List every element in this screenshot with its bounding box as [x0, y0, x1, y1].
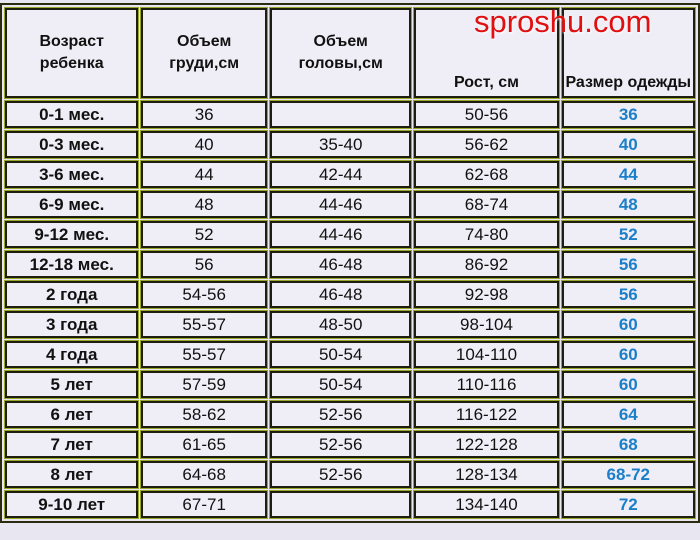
cell-age: 9-12 мес. — [3, 220, 140, 249]
cell-size: 56 — [560, 280, 697, 309]
cell-chest: 55-57 — [140, 310, 268, 339]
cell-height: 116-122 — [413, 400, 560, 429]
cell-size: 60 — [560, 340, 697, 369]
cell-height: 104-110 — [413, 340, 560, 369]
table-row: 8 лет 64-68 52-56 128-134 68-72 — [3, 460, 697, 489]
cell-age: 0-1 мес. — [3, 100, 140, 129]
cell-chest: 55-57 — [140, 340, 268, 369]
cell-chest: 44 — [140, 160, 268, 189]
header-row: Возраст ребенка Объем груди,см Объем голов… — [3, 7, 697, 99]
table-row: 12-18 мес. 56 46-48 86-92 56 — [3, 250, 697, 279]
cell-height: 86-92 — [413, 250, 560, 279]
cell-age: 0-3 мес. — [3, 130, 140, 159]
header-age: Возраст ребенка — [3, 7, 140, 99]
table-row: 9-10 лет 67-71 134-140 72 — [3, 490, 697, 519]
header-head: Объем головы,см — [268, 7, 413, 99]
size-table: Возраст ребенка Объем груди,см Объем голов… — [0, 3, 700, 523]
cell-size: 60 — [560, 370, 697, 399]
cell-head: 44-46 — [268, 220, 413, 249]
cell-size: 60 — [560, 310, 697, 339]
cell-height: 74-80 — [413, 220, 560, 249]
cell-height: 62-68 — [413, 160, 560, 189]
cell-age: 3-6 мес. — [3, 160, 140, 189]
table-row: 7 лет 61-65 52-56 122-128 68 — [3, 430, 697, 459]
cell-head: 35-40 — [268, 130, 413, 159]
cell-head: 52-56 — [268, 430, 413, 459]
header-chest: Объем груди,см — [140, 7, 268, 99]
cell-size: 72 — [560, 490, 697, 519]
cell-age: 9-10 лет — [3, 490, 140, 519]
cell-head: 50-54 — [268, 370, 413, 399]
cell-head: 52-56 — [268, 460, 413, 489]
cell-age: 6 лет — [3, 400, 140, 429]
table-row: 0-3 мес. 40 35-40 56-62 40 — [3, 130, 697, 159]
table-row: 2 года 54-56 46-48 92-98 56 — [3, 280, 697, 309]
cell-age: 2 года — [3, 280, 140, 309]
cell-chest: 36 — [140, 100, 268, 129]
cell-head: 44-46 — [268, 190, 413, 219]
table-row: 6-9 мес. 48 44-46 68-74 48 — [3, 190, 697, 219]
watermark: sproshu.com — [474, 4, 652, 39]
cell-size: 56 — [560, 250, 697, 279]
cell-chest: 48 — [140, 190, 268, 219]
cell-chest: 56 — [140, 250, 268, 279]
cell-size: 52 — [560, 220, 697, 249]
cell-age: 8 лет — [3, 460, 140, 489]
header-size: Размер одежды — [560, 7, 697, 99]
cell-age: 7 лет — [3, 430, 140, 459]
cell-height: 122-128 — [413, 430, 560, 459]
cell-size: 68 — [560, 430, 697, 459]
cell-age: 12-18 мес. — [3, 250, 140, 279]
cell-age: 3 года — [3, 310, 140, 339]
table-row: 4 года 55-57 50-54 104-110 60 — [3, 340, 697, 369]
table-row: 3-6 мес. 44 42-44 62-68 44 — [3, 160, 697, 189]
table-row: 9-12 мес. 52 44-46 74-80 52 — [3, 220, 697, 249]
cell-size: 64 — [560, 400, 697, 429]
cell-age: 5 лет — [3, 370, 140, 399]
cell-size: 68-72 — [560, 460, 697, 489]
cell-size: 48 — [560, 190, 697, 219]
cell-head: 42-44 — [268, 160, 413, 189]
cell-age: 6-9 мес. — [3, 190, 140, 219]
cell-head: 46-48 — [268, 250, 413, 279]
cell-chest: 61-65 — [140, 430, 268, 459]
table-row: 0-1 мес. 36 50-56 36 — [3, 100, 697, 129]
cell-head — [268, 490, 413, 519]
cell-size: 44 — [560, 160, 697, 189]
cell-chest: 64-68 — [140, 460, 268, 489]
cell-head — [268, 100, 413, 129]
cell-size: 36 — [560, 100, 697, 129]
cell-height: 110-116 — [413, 370, 560, 399]
table-row: 5 лет 57-59 50-54 110-116 60 — [3, 370, 697, 399]
cell-head: 46-48 — [268, 280, 413, 309]
table-row: 6 лет 58-62 52-56 116-122 64 — [3, 400, 697, 429]
table-row: 3 года 55-57 48-50 98-104 60 — [3, 310, 697, 339]
cell-chest: 40 — [140, 130, 268, 159]
cell-chest: 54-56 — [140, 280, 268, 309]
cell-chest: 58-62 — [140, 400, 268, 429]
cell-height: 134-140 — [413, 490, 560, 519]
cell-height: 92-98 — [413, 280, 560, 309]
cell-head: 48-50 — [268, 310, 413, 339]
cell-chest: 52 — [140, 220, 268, 249]
cell-head: 50-54 — [268, 340, 413, 369]
header-height: Рост, см — [413, 7, 560, 99]
cell-age: 4 года — [3, 340, 140, 369]
cell-height: 68-74 — [413, 190, 560, 219]
cell-height: 128-134 — [413, 460, 560, 489]
cell-height: 98-104 — [413, 310, 560, 339]
cell-chest: 67-71 — [140, 490, 268, 519]
cell-height: 50-56 — [413, 100, 560, 129]
cell-head: 52-56 — [268, 400, 413, 429]
cell-height: 56-62 — [413, 130, 560, 159]
cell-size: 40 — [560, 130, 697, 159]
cell-chest: 57-59 — [140, 370, 268, 399]
